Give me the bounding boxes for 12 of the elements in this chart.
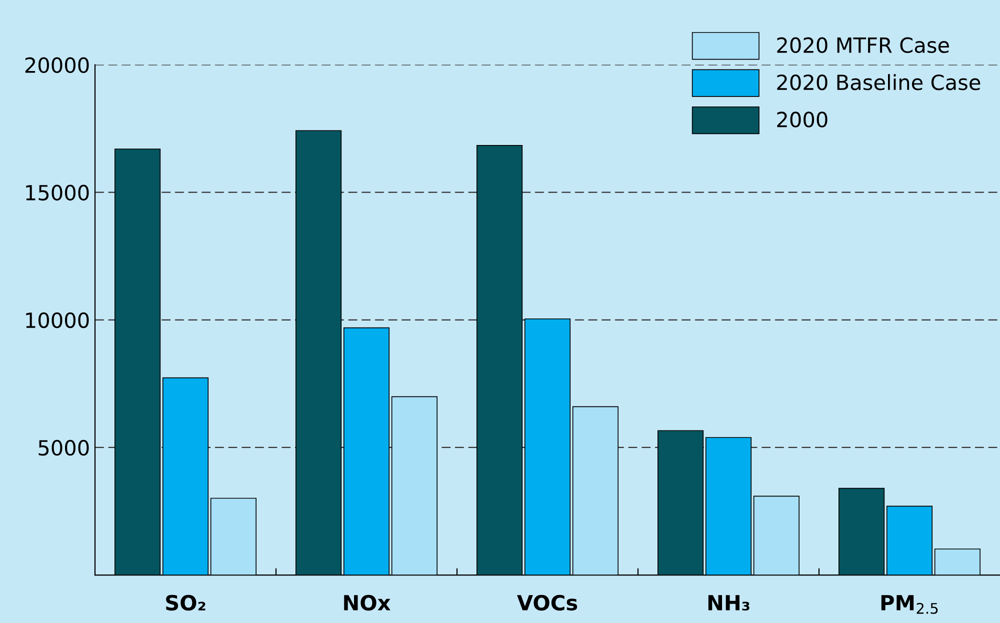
- legend-label: 2000: [777, 112, 828, 128]
- y-tick-label: 20000: [25, 57, 89, 74]
- x-tick-label: NOx: [344, 594, 390, 611]
- x-tick-label: SO₂: [166, 594, 206, 611]
- x-tick-label: VOCs: [517, 594, 578, 611]
- y-tick-label: 5000: [38, 440, 89, 456]
- y-tick-label: 10000: [26, 312, 89, 328]
- x-tick-label: PM$_{2.5}$: [881, 595, 938, 614]
- legend-label: 2020 Baseline Case: [777, 74, 980, 90]
- x-tick-label: NH₃: [708, 595, 750, 611]
- y-tick-label: 15000: [26, 184, 89, 201]
- legend-label: 2020 MTFR Case: [777, 37, 949, 54]
